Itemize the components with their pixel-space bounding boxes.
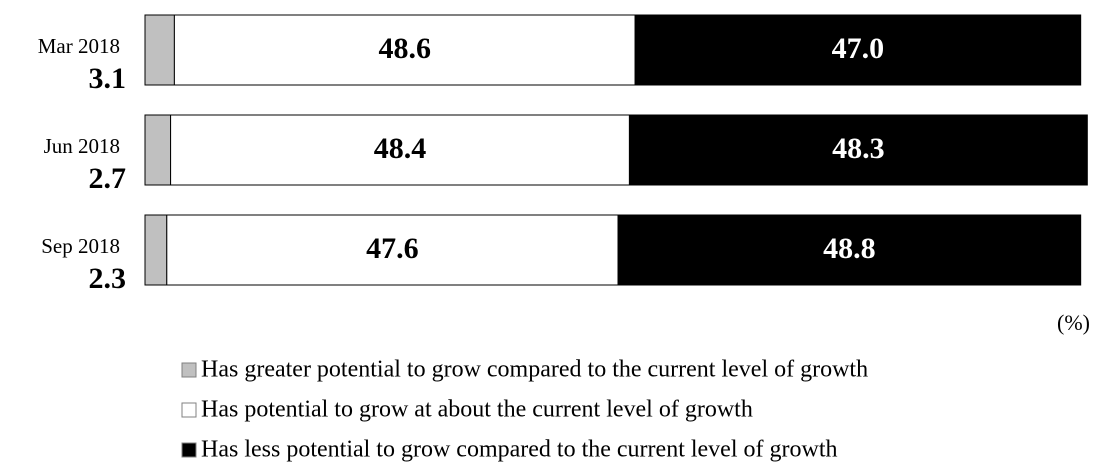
bar-segment: [144, 214, 168, 286]
bar-segment: [144, 14, 175, 86]
bar-segment: [166, 214, 619, 286]
value-label: 2.3: [89, 262, 127, 295]
legend-marker: [181, 442, 197, 458]
unit-label: (%): [1057, 310, 1090, 335]
bar-segment: [144, 114, 172, 186]
bar-segment: [170, 114, 630, 186]
legend-label: Has potential to grow at about the curre…: [201, 397, 753, 423]
legend-marker: [181, 402, 197, 418]
value-label: 3.1: [89, 62, 127, 95]
bar-segment: [617, 214, 1082, 286]
value-label: 2.7: [89, 162, 127, 195]
value-label: 48.8: [823, 232, 876, 265]
legend-label: Has greater potential to grow compared t…: [201, 357, 868, 383]
value-label: 48.3: [832, 132, 885, 165]
bar-segment: [634, 14, 1082, 86]
bar-segment: [173, 14, 636, 86]
category-label: Mar 2018: [38, 34, 120, 58]
value-label: 47.6: [366, 232, 419, 265]
legend-marker: [181, 362, 197, 378]
value-label: 48.6: [379, 32, 432, 65]
bar-segment: [628, 114, 1088, 186]
category-label: Jun 2018: [44, 134, 120, 158]
value-label: 48.4: [374, 132, 427, 165]
category-label: Sep 2018: [41, 234, 120, 258]
legend-label: Has less potential to grow compared to t…: [201, 437, 837, 463]
value-label: 47.0: [832, 32, 885, 65]
